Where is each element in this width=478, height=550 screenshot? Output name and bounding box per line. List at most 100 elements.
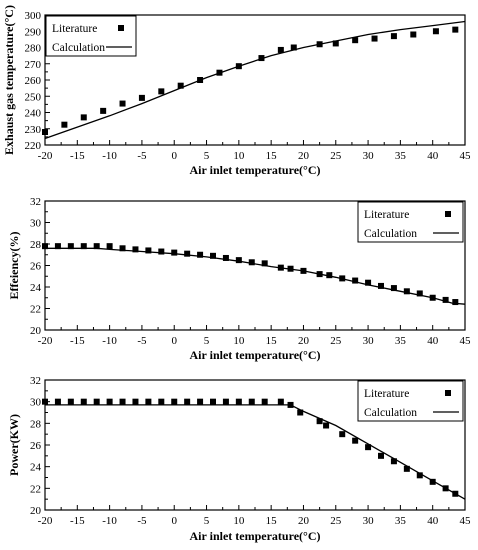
y-tick-label: 26 <box>30 440 42 452</box>
y-tick-label: 220 <box>25 140 42 152</box>
data-point-literature <box>339 431 346 438</box>
legend-marker-literature <box>118 25 124 31</box>
legend-label: Calculation <box>364 228 417 240</box>
data-point-literature <box>316 418 323 425</box>
x-tick-label: 15 <box>266 515 278 527</box>
data-point-literature <box>332 40 339 47</box>
x-tick-label: -15 <box>70 335 85 347</box>
y-tick-label: 280 <box>25 43 42 55</box>
data-point-literature <box>119 398 126 405</box>
y-tick-label: 22 <box>30 483 41 495</box>
data-point-literature <box>158 398 165 405</box>
y-tick-label: 28 <box>30 239 42 251</box>
data-point-literature <box>235 398 242 405</box>
x-tick-label: 15 <box>266 150 278 162</box>
data-point-literature <box>261 260 268 267</box>
x-axis-title: Air inlet temperature(°C) <box>190 163 321 177</box>
data-point-literature <box>235 257 242 264</box>
x-tick-label: -15 <box>70 150 85 162</box>
x-tick-label: -10 <box>102 150 117 162</box>
x-tick-label: -10 <box>102 335 117 347</box>
data-point-literature <box>42 398 48 405</box>
x-tick-label: 40 <box>427 335 439 347</box>
data-point-literature <box>106 243 113 250</box>
data-point-literature <box>352 37 359 44</box>
x-tick-label: 25 <box>330 335 342 347</box>
x-tick-label: 35 <box>395 515 407 527</box>
x-tick-label: -10 <box>102 515 117 527</box>
data-point-literature <box>403 288 410 295</box>
data-point-literature <box>378 282 384 289</box>
data-point-literature <box>416 290 423 297</box>
series-line-calculation <box>45 247 466 305</box>
x-tick-label: 5 <box>204 515 210 527</box>
data-point-literature <box>132 246 139 253</box>
data-point-literature <box>277 398 284 405</box>
x-tick-label: 40 <box>427 150 439 162</box>
x-tick-label: -5 <box>137 335 147 347</box>
data-point-literature <box>410 31 417 38</box>
x-axis-title: Air inlet temperature(°C) <box>190 348 321 362</box>
data-point-literature <box>210 398 216 405</box>
data-point-literature <box>452 26 459 33</box>
data-point-literature <box>119 245 126 252</box>
x-tick-label: 25 <box>330 515 342 527</box>
data-point-literature <box>54 243 61 250</box>
legend-box <box>357 380 464 422</box>
y-tick-label: 260 <box>25 75 42 87</box>
x-tick-label: 35 <box>395 335 407 347</box>
x-tick-label: 35 <box>395 150 407 162</box>
x-tick-label: 45 <box>460 515 472 527</box>
data-point-literature <box>42 243 48 250</box>
chart-panel-2: -20 -15 -10 -5 0 5 10 15 20 25 30 35 40 45 20 22 24 26 28 3… <box>7 196 471 362</box>
data-point-literature <box>261 398 268 405</box>
data-point-literature <box>452 299 459 306</box>
chart-panel-1: -20 -15 -10 -5 0 5 10 15 20 25 30 35 40 45 220 230 240 25… <box>2 5 471 177</box>
y-tick-label: 240 <box>25 108 42 120</box>
data-point-literature <box>258 55 265 62</box>
data-point-literature <box>390 33 397 40</box>
data-point-literature <box>390 285 397 292</box>
data-point-literature <box>416 472 423 479</box>
data-point-literature <box>365 444 372 451</box>
y-tick-label: 28 <box>30 418 42 430</box>
x-tick-label: 15 <box>266 335 278 347</box>
y-tick-label: 300 <box>25 10 42 22</box>
x-tick-label: 10 <box>233 150 245 162</box>
legend: Literature Calculation <box>357 201 464 243</box>
x-tick-label: -5 <box>137 150 147 162</box>
data-point-literature <box>277 46 284 53</box>
data-point-literature <box>222 254 229 261</box>
data-point-literature <box>352 277 359 284</box>
data-point-literature <box>248 259 255 266</box>
x-tick-label: 20 <box>298 150 310 162</box>
y-tick-label: 30 <box>30 397 42 409</box>
y-tick-label: 32 <box>30 196 41 208</box>
data-point-literature <box>297 409 304 416</box>
data-point-literature <box>138 94 145 101</box>
legend-marker-literature <box>445 390 451 396</box>
y-tick-label: 32 <box>30 375 41 387</box>
x-tick-label: 10 <box>233 515 245 527</box>
data-point-literature <box>378 452 384 459</box>
data-point-literature <box>93 243 100 250</box>
x-tick-label: 25 <box>330 150 342 162</box>
data-point-literature <box>100 107 107 114</box>
series-line-calculation <box>44 20 466 140</box>
x-tick-label: -15 <box>70 515 85 527</box>
data-point-literature <box>442 296 449 303</box>
y-tick-label: 20 <box>30 325 42 337</box>
y-axis-title: Exhaust gas temperature(°C) <box>2 5 16 155</box>
x-tick-label: 20 <box>298 335 310 347</box>
data-point-literature <box>248 398 255 405</box>
y-tick-label: 24 <box>30 462 42 474</box>
x-tick-label: -20 <box>38 515 53 527</box>
data-point-literature <box>390 458 397 465</box>
x-tick-label: 45 <box>460 150 472 162</box>
y-tick-label: 20 <box>30 505 42 517</box>
data-point-literature <box>80 243 87 250</box>
data-point-literature <box>197 398 204 405</box>
legend-label: Calculation <box>364 407 417 419</box>
data-point-literature <box>158 248 165 255</box>
